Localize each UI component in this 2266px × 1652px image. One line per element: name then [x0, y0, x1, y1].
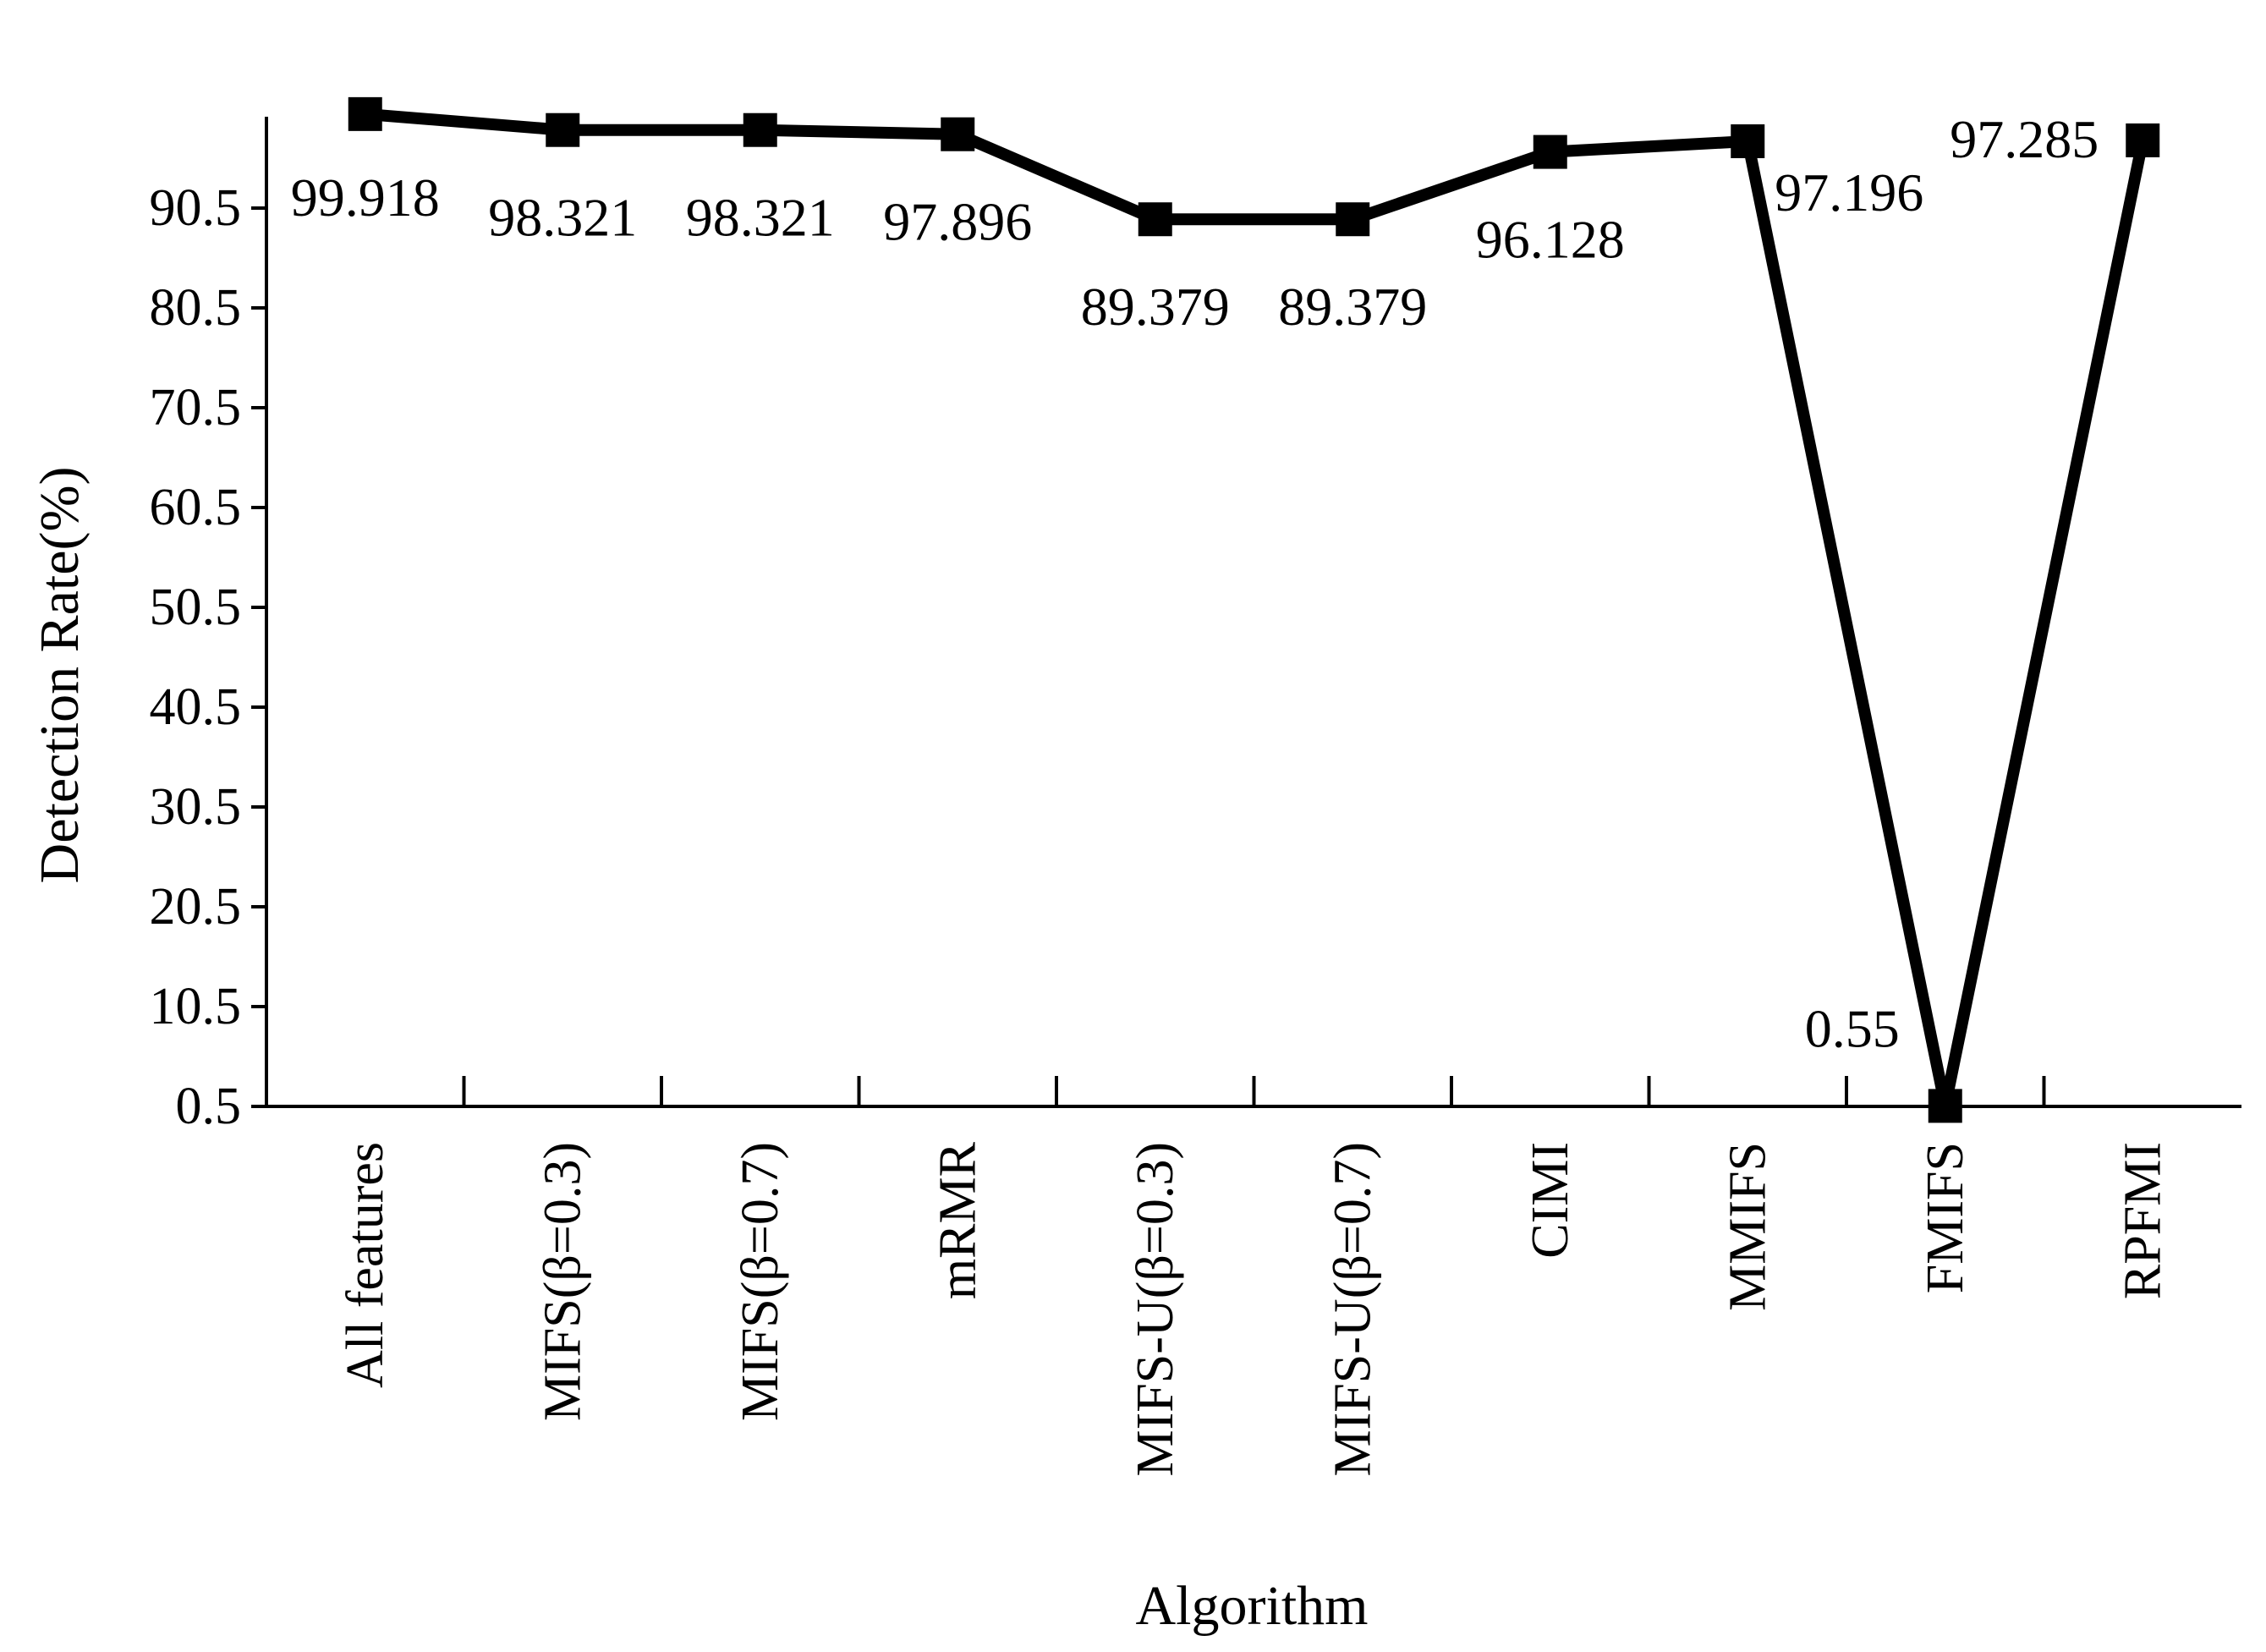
data-point-marker [743, 113, 777, 147]
y-axis-ticks: 0.5 10.5 20.5 30.5 40.5 50.5 60.5 70.5 80.5 90.5 [150, 179, 266, 1135]
x-category-label: All features [337, 1142, 394, 1388]
x-category-label: MMIFS [1719, 1142, 1776, 1311]
data-labels: 99.918 98.321 98.321 97.896 89.379 89.379 96.1… [291, 109, 2099, 1058]
y-tick-label: 80.5 [150, 279, 242, 337]
x-category-label: MIFS(β=0.3) [534, 1142, 591, 1421]
data-point-marker [2126, 123, 2160, 157]
x-category-label: CIMI [1522, 1142, 1579, 1259]
data-value-label: 96.128 [1476, 210, 1625, 270]
y-axis-title: Detection Rate(%) [29, 467, 91, 884]
x-axis-title: Algorithm [1136, 1575, 1369, 1637]
data-value-label: 97.896 [883, 192, 1032, 252]
series-group [348, 96, 2160, 1123]
data-point-marker [1731, 123, 1765, 158]
data-point-marker [1138, 202, 1172, 237]
y-tick-label: 30.5 [150, 778, 242, 836]
data-point-marker [1336, 202, 1370, 237]
x-axis-ticks: All features MIFS(β=0.3) MIFS(β=0.7) mRMR MI… [337, 1076, 2171, 1476]
data-point-marker [1533, 134, 1567, 169]
y-tick-label: 40.5 [150, 678, 242, 736]
y-tick-label: 60.5 [150, 479, 242, 536]
x-category-label: MIFS-U(β=0.3) [1127, 1142, 1184, 1476]
x-category-label: RPFMI [2114, 1142, 2171, 1299]
y-tick-label: 0.5 [176, 1078, 242, 1135]
data-value-label: 99.918 [291, 167, 440, 228]
data-value-label: 89.379 [1278, 277, 1427, 337]
series-line [365, 107, 2149, 1107]
data-value-label: 97.285 [1950, 109, 2099, 169]
data-value-label: 0.55 [1805, 998, 1900, 1058]
x-category-label: FMIFS [1917, 1142, 1974, 1293]
x-category-label: MIFS(β=0.7) [732, 1142, 789, 1421]
data-value-label: 98.321 [488, 188, 637, 248]
y-tick-label: 50.5 [150, 579, 242, 636]
data-point-marker [348, 96, 382, 131]
data-point-marker [941, 117, 975, 151]
y-tick-label: 20.5 [150, 878, 242, 936]
data-point-marker [546, 113, 580, 147]
data-value-label: 89.379 [1081, 277, 1230, 337]
data-value-label: 98.321 [686, 188, 835, 248]
data-value-label: 97.196 [1775, 162, 1923, 222]
x-category-label: mRMR [929, 1141, 986, 1299]
axes [265, 117, 2241, 1108]
data-point-marker [1928, 1089, 1962, 1123]
y-tick-label: 10.5 [150, 978, 242, 1035]
y-tick-label: 70.5 [150, 379, 242, 436]
x-category-label: MIFS-U(β=0.7) [1324, 1142, 1381, 1476]
y-tick-label: 90.5 [150, 179, 242, 237]
